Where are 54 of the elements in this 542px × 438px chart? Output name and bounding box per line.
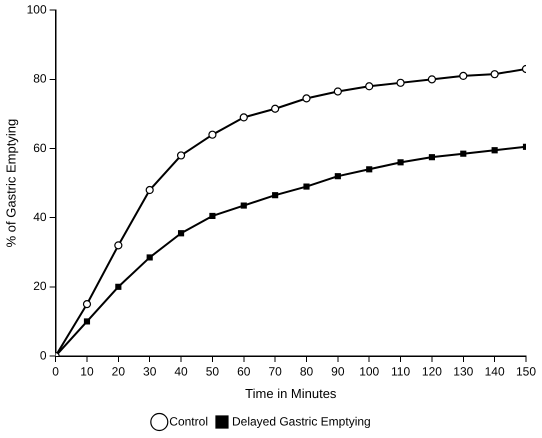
- y-tick-label: 60: [33, 140, 47, 155]
- point: [146, 254, 153, 261]
- y-tick-label: 100: [26, 2, 47, 17]
- x-tick-label: 0: [52, 364, 60, 379]
- y-tick-label: 80: [33, 72, 47, 86]
- x-tick-label: 60: [237, 364, 251, 379]
- point: [459, 72, 468, 80]
- point: [271, 104, 280, 113]
- point: [303, 183, 310, 190]
- point: [240, 113, 248, 122]
- legend-label: Delayed Gastric Emptying: [232, 414, 371, 428]
- point: [397, 159, 404, 166]
- point: [208, 130, 217, 139]
- point: [146, 186, 154, 194]
- y-tick-label: 40: [33, 210, 47, 224]
- point: [492, 147, 498, 154]
- x-axis-title: Time in Minutes: [245, 386, 337, 401]
- y-tick-label: 20: [33, 279, 47, 294]
- point: [176, 151, 186, 160]
- x-tick-label: 70: [268, 364, 282, 379]
- point: [209, 212, 216, 220]
- point: [178, 230, 184, 236]
- point: [302, 94, 311, 102]
- x-tick-label: 50: [206, 364, 220, 379]
- point: [490, 70, 499, 78]
- point: [114, 241, 122, 250]
- x-tick-label: 30: [143, 364, 157, 379]
- y-tick-label: 0: [40, 348, 47, 362]
- point: [115, 284, 122, 290]
- x-tick-label: 120: [422, 364, 442, 379]
- point: [428, 75, 436, 84]
- x-tick-label: 100: [359, 364, 380, 379]
- point: [334, 173, 341, 180]
- x-tick-label: 130: [453, 364, 474, 379]
- point: [396, 78, 405, 87]
- x-tick-label: 10: [80, 364, 94, 379]
- x-tick-label: 80: [300, 364, 314, 379]
- x-tick-label: 90: [331, 364, 345, 379]
- x-tick-label: 150: [516, 364, 536, 379]
- x-tick-label: 20: [112, 364, 126, 379]
- point: [84, 318, 90, 324]
- point: [428, 154, 435, 160]
- y-axis-title: % of Gastric Emptying: [3, 118, 18, 248]
- legend-label: Control: [169, 414, 208, 428]
- x-tick-label: 40: [174, 364, 188, 379]
- point: [366, 166, 372, 172]
- point: [272, 192, 278, 198]
- point: [365, 82, 374, 90]
- point: [240, 202, 247, 209]
- x-tick-label: 140: [484, 364, 505, 379]
- point: [82, 300, 92, 308]
- x-tick-label: 110: [390, 364, 410, 379]
- point: [460, 150, 466, 157]
- point: [334, 87, 342, 96]
